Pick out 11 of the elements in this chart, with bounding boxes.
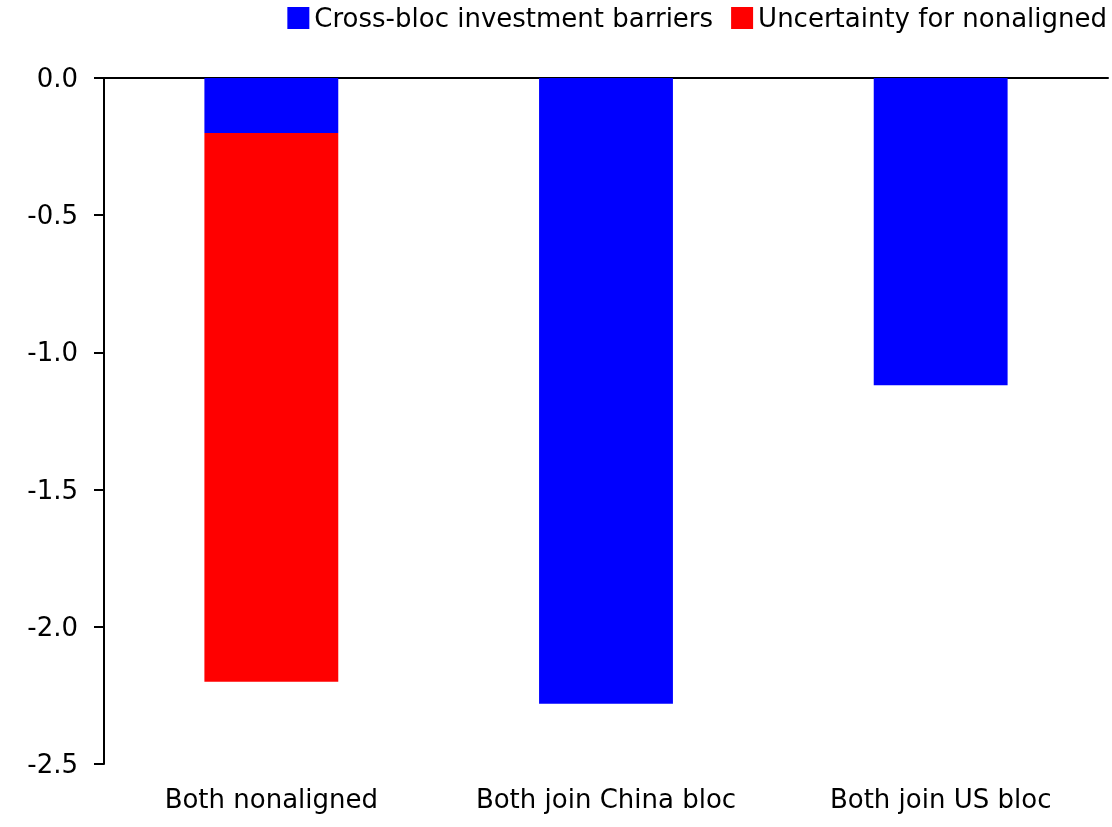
x-tick-label: Both nonaligned xyxy=(164,784,379,814)
y-tick-label: -2.0 xyxy=(27,611,78,642)
y-tick-label: -0.5 xyxy=(27,200,78,231)
y-tick-label: -2.5 xyxy=(27,749,78,779)
y-tick-label: -1.5 xyxy=(27,474,78,505)
x-tick-label: Both join China bloc xyxy=(475,784,737,814)
legend-label: Cross-bloc investment barriers xyxy=(314,3,714,33)
y-tick-label: -1.0 xyxy=(27,337,78,368)
x-tick-label: Both join US bloc xyxy=(829,784,1052,814)
y-tick-label: 0.0 xyxy=(36,63,78,93)
legend-label: Uncertainty for nonaligned xyxy=(758,3,1107,33)
